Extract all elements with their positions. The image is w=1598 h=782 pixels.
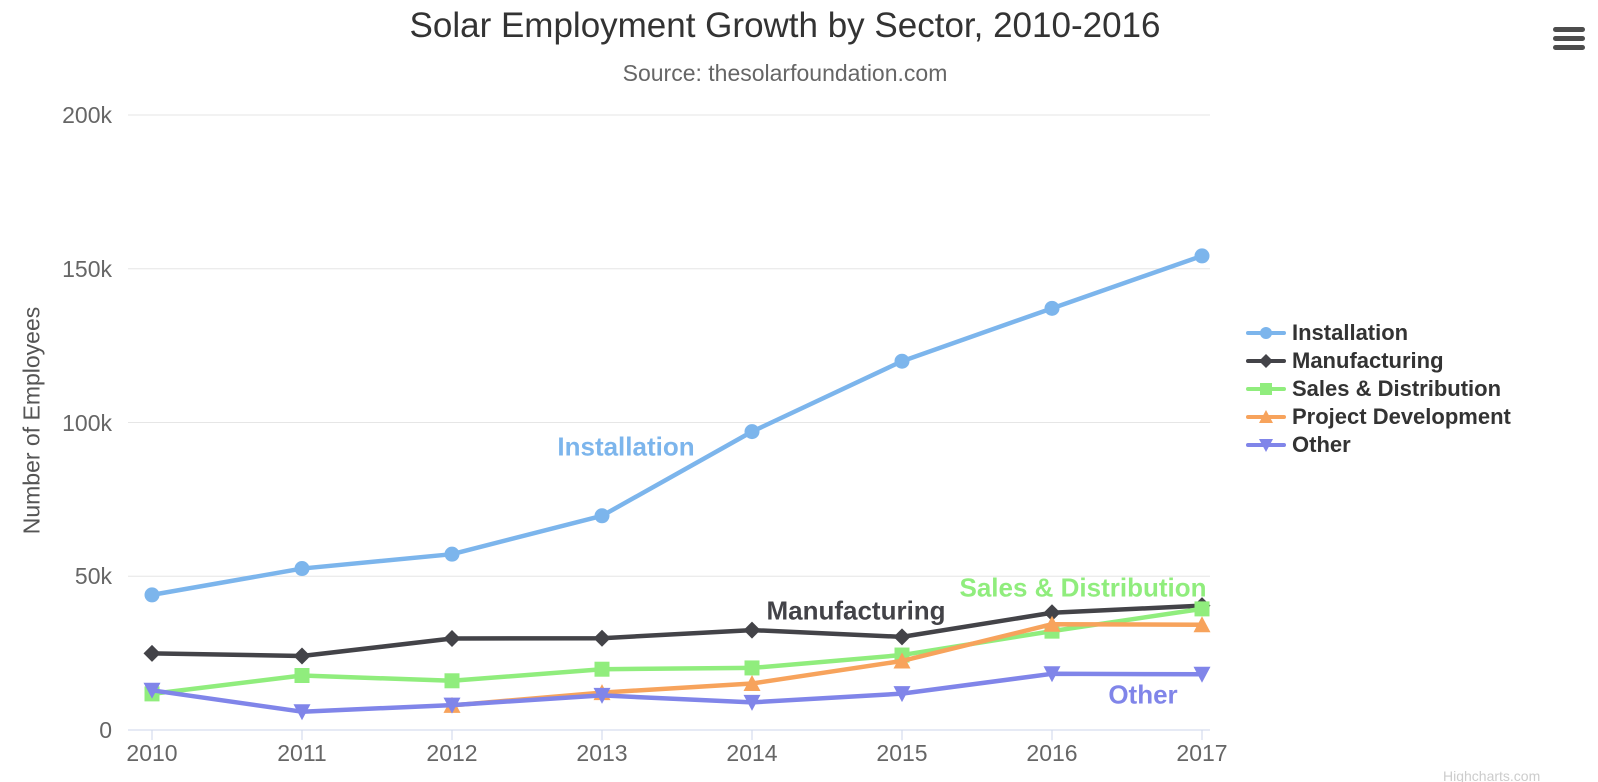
y-axis-tick-label: 50k xyxy=(74,563,112,590)
data-point-project-development[interactable] xyxy=(743,675,761,692)
data-point-sales-distribution[interactable] xyxy=(444,673,460,689)
data-point-installation[interactable] xyxy=(444,546,460,562)
series-line-manufacturing xyxy=(149,603,1205,659)
legend-item-project-development[interactable]: Project Development xyxy=(1246,403,1511,431)
page-title: Solar Employment Growth by Sector, 2010-… xyxy=(409,6,1161,45)
data-point-installation[interactable] xyxy=(1194,248,1210,264)
x-axis-tick-label: 2015 xyxy=(876,740,928,766)
data-point-installation[interactable] xyxy=(1044,300,1060,316)
data-point-other[interactable] xyxy=(1043,666,1061,683)
data-point-sales-distribution[interactable] xyxy=(294,668,310,684)
data-point-other[interactable] xyxy=(1193,666,1211,683)
data-point-other[interactable] xyxy=(293,704,311,721)
data-point-installation[interactable] xyxy=(744,424,760,440)
data-point-manufacturing[interactable] xyxy=(593,629,611,647)
data-point-project-development[interactable] xyxy=(1043,615,1061,632)
data-point-other[interactable] xyxy=(443,697,461,714)
legend-label: Project Development xyxy=(1292,404,1511,429)
data-point-manufacturing[interactable] xyxy=(143,644,161,662)
legend-symbol-diamond-icon xyxy=(1246,354,1286,368)
x-axis-tick-label: 2011 xyxy=(277,740,327,766)
series-line-project-development xyxy=(449,621,1205,708)
y-axis-tick-label: 100k xyxy=(62,409,112,436)
legend-item-other[interactable]: Other xyxy=(1246,431,1511,459)
series-label-other: Other xyxy=(1108,679,1178,710)
data-point-manufacturing[interactable] xyxy=(293,647,311,665)
legend: Installation Manufacturing Sales & Distrib… xyxy=(1246,319,1511,459)
legend-symbol-square-icon xyxy=(1246,383,1286,395)
data-point-manufacturing[interactable] xyxy=(743,621,761,639)
x-axis-tick-label: 2012 xyxy=(426,740,478,766)
series-line-other xyxy=(149,671,1205,714)
data-point-other[interactable] xyxy=(893,686,911,703)
legend-label: Other xyxy=(1292,432,1351,457)
data-point-project-development[interactable] xyxy=(893,652,911,669)
x-axis-tick-label: 2014 xyxy=(726,740,778,766)
data-point-installation[interactable] xyxy=(144,587,160,603)
data-point-manufacturing[interactable] xyxy=(893,628,911,646)
x-axis-tick-label: 2017 xyxy=(1176,740,1228,766)
legend-item-installation[interactable]: Installation xyxy=(1246,319,1511,347)
chart-subtitle: Source: thesolarfoundation.com xyxy=(622,60,948,86)
data-point-manufacturing[interactable] xyxy=(443,630,461,648)
y-axis-tick-label: 0 xyxy=(99,717,112,743)
data-point-installation[interactable] xyxy=(594,508,610,524)
chart-context-menu-button[interactable] xyxy=(1549,22,1589,54)
series-line-sales-distribution xyxy=(149,606,1205,697)
data-point-sales-distribution[interactable] xyxy=(594,661,610,677)
data-point-other[interactable] xyxy=(743,694,761,711)
x-axis-tick-label: 2010 xyxy=(126,740,178,766)
legend-label: Installation xyxy=(1292,320,1409,345)
y-axis-tick-label: 200k xyxy=(62,102,112,128)
series-line-installation xyxy=(149,253,1205,598)
legend-symbol-triangle-icon xyxy=(1246,410,1286,423)
series-label-sales-distribution: Sales & Distribution xyxy=(959,572,1207,603)
x-axis-tick-label: 2016 xyxy=(1026,740,1078,766)
legend-label: Sales & Distribution xyxy=(1292,376,1502,401)
data-point-installation[interactable] xyxy=(294,561,310,577)
legend-item-manufacturing[interactable]: Manufacturing xyxy=(1246,347,1511,375)
data-point-sales-distribution[interactable] xyxy=(744,660,760,676)
data-point-sales-distribution[interactable] xyxy=(1194,601,1210,617)
credits-link[interactable]: Highcharts.com xyxy=(1443,768,1541,782)
data-point-installation[interactable] xyxy=(894,353,910,369)
data-point-other[interactable] xyxy=(143,682,161,699)
y-axis-tick-label: 150k xyxy=(62,255,112,282)
legend-symbol-circle-icon xyxy=(1246,327,1286,339)
data-point-project-development[interactable] xyxy=(1193,616,1211,633)
x-axis-tick-label: 2013 xyxy=(576,740,628,766)
legend-label: Manufacturing xyxy=(1292,348,1444,373)
legend-item-sales-distribution[interactable]: Sales & Distribution xyxy=(1246,375,1511,403)
series-label-manufacturing: Manufacturing xyxy=(766,595,946,626)
data-point-manufacturing[interactable] xyxy=(1043,604,1061,622)
legend-symbol-triangle-down-icon xyxy=(1246,439,1286,452)
data-point-other[interactable] xyxy=(593,687,611,704)
series-label-installation: Installation xyxy=(557,431,695,462)
